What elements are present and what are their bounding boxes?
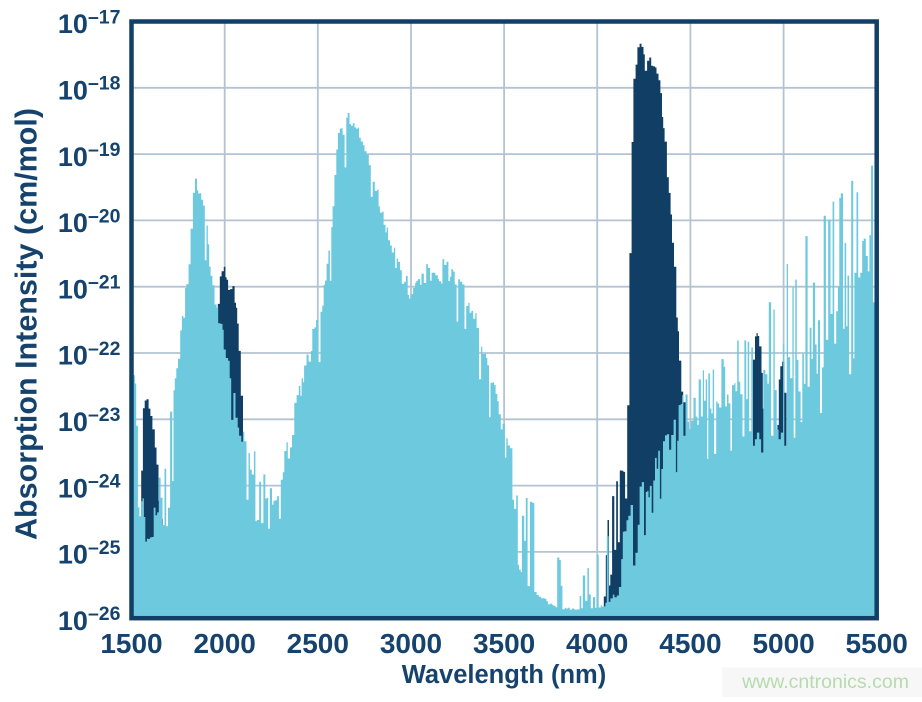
svg-text:5500: 5500 xyxy=(846,628,908,659)
svg-text:Wavelength (nm): Wavelength (nm) xyxy=(402,661,606,689)
svg-text:3500: 3500 xyxy=(473,628,535,659)
svg-text:5000: 5000 xyxy=(752,628,814,659)
svg-text:2000: 2000 xyxy=(194,628,256,659)
svg-text:1500: 1500 xyxy=(100,628,162,659)
svg-text:3000: 3000 xyxy=(380,628,442,659)
svg-text:Absorption Intensity (cm/mol): Absorption Intensity (cm/mol) xyxy=(9,108,43,540)
svg-text:4500: 4500 xyxy=(659,628,721,659)
svg-text:10–25: 10–25 xyxy=(58,537,121,570)
svg-text:2500: 2500 xyxy=(287,628,349,659)
svg-text:4000: 4000 xyxy=(566,628,628,659)
svg-text:www.cntronics.com: www.cntronics.com xyxy=(741,671,909,693)
